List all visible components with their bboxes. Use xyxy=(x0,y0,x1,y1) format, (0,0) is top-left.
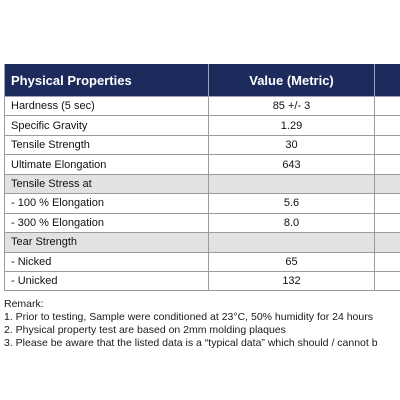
physical-properties-table: Physical Properties Value (Metric) Hardn… xyxy=(4,64,400,292)
value-cell xyxy=(208,232,375,253)
property-cell: - Unicked xyxy=(4,270,209,292)
property-cell: Tear Strength xyxy=(4,232,209,253)
extra-cell xyxy=(374,193,400,214)
property-cell: - 100 % Elongation xyxy=(4,193,209,214)
table-row: - 100 % Elongation 5.6 xyxy=(4,193,400,214)
remarks-section: Remark: 1. Prior to testing, Sample were… xyxy=(4,298,400,350)
table-row: - Nicked 65 xyxy=(4,251,400,272)
table-row: Tensile Strength 30 xyxy=(4,134,400,156)
value-cell: 8.0 xyxy=(208,212,375,234)
value-cell: 643 xyxy=(208,154,375,175)
value-cell xyxy=(208,173,375,195)
property-cell: Tensile Stress at xyxy=(4,173,209,195)
property-cell: - Nicked xyxy=(4,251,209,272)
header-extra-column xyxy=(374,64,400,97)
extra-cell xyxy=(374,270,400,292)
value-cell: 65 xyxy=(208,251,375,272)
table-section-row: Tear Strength xyxy=(4,232,400,253)
extra-cell xyxy=(374,95,400,117)
property-cell: Specific Gravity xyxy=(4,115,209,136)
header-value-metric: Value (Metric) xyxy=(208,64,375,97)
value-cell: 85 +/- 3 xyxy=(208,95,375,117)
extra-cell xyxy=(374,134,400,156)
extra-cell xyxy=(374,173,400,195)
table-row: - Unicked 132 xyxy=(4,270,400,292)
remarks-title: Remark: xyxy=(4,298,44,310)
extra-cell xyxy=(374,232,400,253)
value-cell: 30 xyxy=(208,134,375,156)
extra-cell xyxy=(374,251,400,272)
property-cell: Tensile Strength xyxy=(4,134,209,156)
property-cell: - 300 % Elongation xyxy=(4,212,209,234)
remark-line-3: 3. Please be aware that the listed data … xyxy=(4,337,378,349)
table-header-row: Physical Properties Value (Metric) xyxy=(4,64,400,97)
table-row: - 300 % Elongation 8.0 xyxy=(4,212,400,234)
property-cell: Ultimate Elongation xyxy=(4,154,209,175)
property-cell: Hardness (5 sec) xyxy=(4,95,209,117)
value-cell: 5.6 xyxy=(208,193,375,214)
table-row: Ultimate Elongation 643 xyxy=(4,154,400,175)
extra-cell xyxy=(374,212,400,234)
table-row: Hardness (5 sec) 85 +/- 3 xyxy=(4,95,400,117)
header-physical-properties: Physical Properties xyxy=(4,64,209,97)
remark-line-1: 1. Prior to testing, Sample were conditi… xyxy=(4,311,373,323)
value-cell: 1.29 xyxy=(208,115,375,136)
value-cell: 132 xyxy=(208,270,375,292)
extra-cell xyxy=(374,154,400,175)
extra-cell xyxy=(374,115,400,136)
table-section-row: Tensile Stress at xyxy=(4,173,400,195)
table-row: Specific Gravity 1.29 xyxy=(4,115,400,136)
remark-line-2: 2. Physical property test are based on 2… xyxy=(4,324,286,336)
